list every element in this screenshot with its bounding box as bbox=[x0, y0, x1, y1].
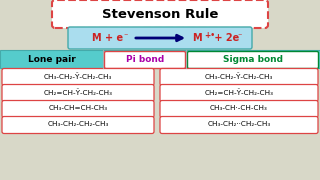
Text: CH₃-CH₂-Ỹ-CH₂-CH₃: CH₃-CH₂-Ỹ-CH₂-CH₃ bbox=[205, 73, 273, 80]
Text: M + e: M + e bbox=[92, 33, 123, 43]
FancyBboxPatch shape bbox=[2, 116, 154, 134]
Text: CH₃-CH=CH-CH₃: CH₃-CH=CH-CH₃ bbox=[48, 105, 108, 111]
FancyBboxPatch shape bbox=[68, 27, 252, 49]
FancyBboxPatch shape bbox=[52, 0, 268, 28]
Text: CH₃-CH₂··CH₂-CH₃: CH₃-CH₂··CH₂-CH₃ bbox=[207, 122, 271, 127]
Bar bbox=[0, 50, 320, 68]
Text: CH₂=CH-Ỹ-CH₂-CH₃: CH₂=CH-Ỹ-CH₂-CH₃ bbox=[204, 89, 274, 96]
Text: ⁻: ⁻ bbox=[123, 31, 127, 40]
Text: + 2e: + 2e bbox=[211, 33, 239, 43]
FancyBboxPatch shape bbox=[2, 84, 154, 102]
FancyBboxPatch shape bbox=[188, 51, 318, 69]
FancyBboxPatch shape bbox=[160, 116, 318, 134]
Text: M: M bbox=[192, 33, 202, 43]
Text: Stevenson Rule: Stevenson Rule bbox=[102, 8, 218, 21]
FancyBboxPatch shape bbox=[105, 51, 186, 69]
FancyBboxPatch shape bbox=[2, 100, 154, 118]
Text: CH₃-CH₂-CH₂-CH₃: CH₃-CH₂-CH₂-CH₃ bbox=[47, 122, 109, 127]
FancyBboxPatch shape bbox=[160, 84, 318, 102]
Bar bbox=[0, 128, 320, 180]
Text: ⁻: ⁻ bbox=[237, 31, 241, 40]
Text: CH₂=CH-Ỹ-CH₂-CH₃: CH₂=CH-Ỹ-CH₂-CH₃ bbox=[44, 89, 113, 96]
Text: CH₃-CH·-CH-CH₃: CH₃-CH·-CH-CH₃ bbox=[210, 105, 268, 111]
Text: Sigma bond: Sigma bond bbox=[223, 55, 283, 64]
FancyBboxPatch shape bbox=[2, 69, 154, 86]
Text: Pi bond: Pi bond bbox=[126, 55, 164, 64]
Text: Lone pair: Lone pair bbox=[28, 55, 76, 64]
FancyBboxPatch shape bbox=[160, 100, 318, 118]
FancyBboxPatch shape bbox=[160, 69, 318, 86]
Text: CH₃-CH₂-Ỹ-CH₂-CH₃: CH₃-CH₂-Ỹ-CH₂-CH₃ bbox=[44, 73, 112, 80]
Text: +•: +• bbox=[204, 31, 215, 40]
